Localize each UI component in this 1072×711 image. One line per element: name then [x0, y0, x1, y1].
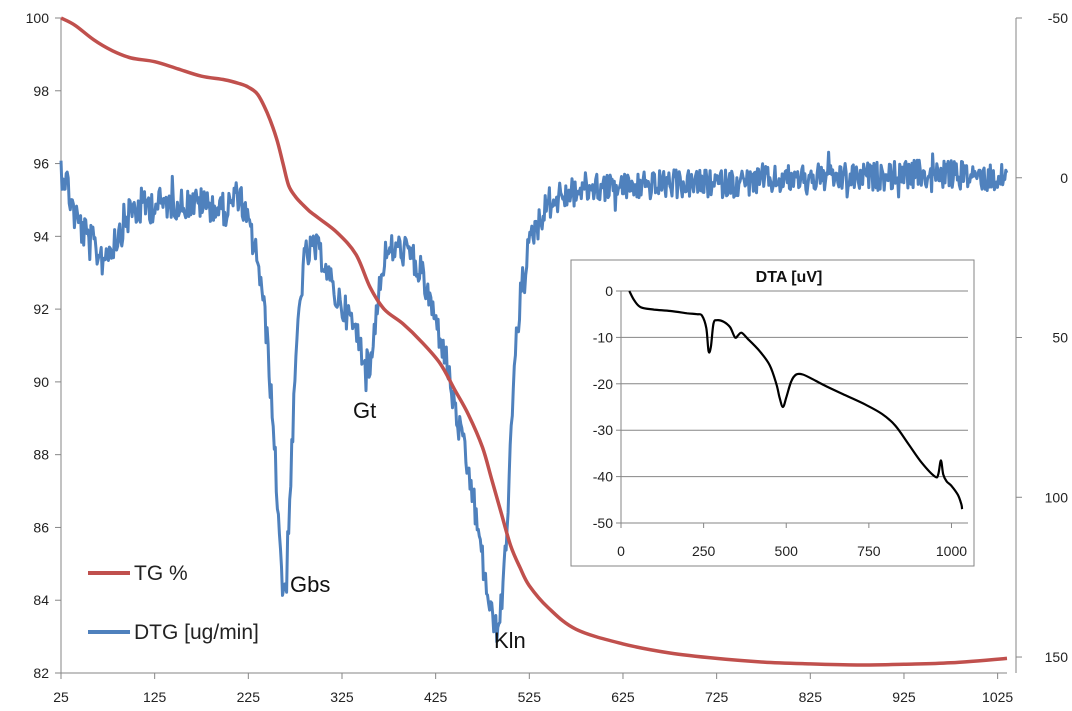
y-left-tick-label: 98 [33, 83, 49, 99]
y-right-tick-label: 50 [1052, 330, 1068, 346]
x-tick-label: 325 [330, 689, 354, 705]
x-tick-label: 125 [143, 689, 167, 705]
legend-label-tg: TG % [134, 562, 188, 585]
y-left-tick-label: 100 [26, 10, 50, 26]
x-tick-label: 925 [892, 689, 916, 705]
x-tick-label: 825 [799, 689, 823, 705]
inset-axis-ticks: 0-10-20-30-40-500 250 500 750 1000 [593, 283, 968, 559]
y-left-tick-label: 90 [33, 374, 49, 390]
dta-series-line [628, 290, 964, 510]
y-right-tick-label: -50 [1048, 10, 1068, 26]
inset-series-group [628, 290, 964, 510]
x-tick-label: 725 [705, 689, 729, 705]
inset-y-tick-label: 0 [605, 283, 613, 299]
inset-y-tick-label: -40 [593, 469, 613, 485]
main-chart: 25 125 225 325 425 525 625 725 825 925 1025 82 84 86 8… [26, 10, 1069, 705]
inset-y-tick-label: -10 [593, 329, 613, 345]
inset-title: DTA [uV] [756, 269, 823, 286]
dtg-series-line [59, 150, 1009, 644]
main-axis-ticks: 25 125 225 325 425 525 625 725 825 925 1025 82 84 86 8… [26, 10, 1069, 705]
x-tick-label: 625 [611, 689, 635, 705]
annotation-gbs: Gbs [290, 572, 330, 597]
inset-y-tick-label: -30 [593, 422, 613, 438]
inset-y-tick-label: -20 [593, 376, 613, 392]
legend-label-dtg: DTG [ug/min] [134, 621, 259, 644]
y-left-tick-label: 96 [33, 156, 49, 172]
y-left-tick-label: 88 [33, 447, 49, 463]
inset-x-tick-label: 1000 [936, 543, 967, 559]
annotation-gt: Gt [353, 398, 376, 423]
y-left-tick-label: 86 [33, 519, 49, 535]
x-tick-label: 25 [53, 689, 69, 705]
annotation-kln: Kln [494, 628, 526, 653]
inset-chart: DTA [uV] 0-10-20-30-40-500 250 500 750 1000 [570, 259, 975, 567]
y-left-tick-label: 92 [33, 301, 49, 317]
y-left-tick-label: 82 [33, 665, 49, 681]
legend: TG % DTG [ug/min] [88, 562, 259, 644]
x-tick-label: 225 [237, 689, 261, 705]
inset-x-tick-label: 0 [617, 543, 625, 559]
inset-x-tick-label: 500 [775, 543, 799, 559]
y-right-tick-label: 100 [1045, 489, 1069, 505]
inset-frame [570, 259, 975, 567]
y-left-tick-label: 84 [33, 592, 49, 608]
main-series-group [59, 16, 1009, 667]
x-tick-label: 525 [518, 689, 542, 705]
y-right-tick-label: 0 [1060, 170, 1068, 186]
y-right-tick-label: 150 [1045, 649, 1069, 665]
inset-x-tick-label: 750 [857, 543, 881, 559]
x-tick-label: 425 [424, 689, 448, 705]
y-left-tick-label: 94 [33, 228, 49, 244]
inset-x-tick-label: 250 [692, 543, 716, 559]
inset-y-tick-label: -50 [593, 515, 613, 531]
x-tick-label: 1025 [982, 689, 1013, 705]
tg-series-line [60, 16, 1008, 667]
